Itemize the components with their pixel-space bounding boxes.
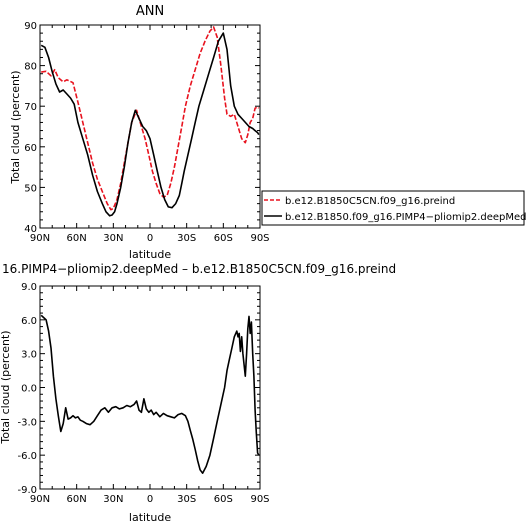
bottom-chart-panel: 16.PIMP4−pliomip2.deepMed – b.e12.B1850C… [0,262,396,524]
top-x-axis: 90N 60N 30N 0 30S 60S 90S [30,25,270,244]
bottom-x-tick-label: 30S [177,494,196,505]
bottom-y-tick-label: 6.0 [21,316,37,327]
top-x-tick-label: 30N [103,233,123,244]
top-x-tick-label: 30S [177,233,196,244]
legend-label-deepmed: b.e12.B1850.f09_g16.PIMP4−pliomip2.deepM… [285,212,527,223]
bottom-x-axis-label: latitude [129,511,171,524]
top-x-axis-label: latitude [129,248,171,261]
top-series-group [40,26,260,217]
top-x-tick-label: 90S [250,233,269,244]
bottom-y-axis-label: Total cloud (percent) [0,330,12,444]
top-chart-panel: ANN 40 50 60 70 80 90 90N 60N 30N 0 30S 60S 90S lat… [9,4,270,261]
top-y-tick-label: 90 [24,21,37,32]
bottom-y-tick-label: -9.0 [17,485,37,496]
top-x-tick-label: 90N [30,233,50,244]
top-series-line-1 [40,32,260,217]
top-y-axis-label: Total cloud (percent) [9,70,22,184]
bottom-y-tick-label: 3.0 [21,350,37,361]
bottom-x-axis: 90N 60N 30N 0 30S 60S 90S [30,286,270,505]
bottom-x-tick-label: 90N [30,494,50,505]
top-x-tick-label: 0 [147,233,153,244]
top-y-tick-label: 50 [24,183,37,194]
bottom-x-tick-label: 30N [103,494,123,505]
top-x-tick-label: 60S [214,233,233,244]
top-y-tick-label: 70 [24,102,37,113]
top-y-axis: 40 50 60 70 80 90 [24,21,260,235]
top-y-tick-label: 80 [24,62,37,73]
bottom-series-line-0 [40,314,260,475]
top-chart-title: ANN [136,4,164,19]
bottom-y-tick-label: -3.0 [17,417,37,428]
legend: b.e12.B1850C5CN.f09_g16.preind b.e12.B18… [261,190,527,226]
bottom-y-axis: -9.0 -6.0 -3.0 0.0 3.0 6.0 9.0 [17,282,260,496]
top-y-tick-label: 40 [24,224,37,235]
bottom-chart-title: 16.PIMP4−pliomip2.deepMed – b.e12.B1850C… [2,262,396,276]
bottom-plot-frame [39,285,261,490]
bottom-x-tick-label: 0 [147,494,153,505]
top-x-tick-label: 60N [67,233,87,244]
bottom-y-tick-label: -6.0 [17,451,37,462]
legend-label-preind: b.e12.B1850C5CN.f09_g16.preind [285,196,455,207]
top-y-tick-label: 60 [24,143,37,154]
bottom-x-tick-label: 90S [250,494,269,505]
bottom-y-tick-label: 9.0 [21,282,37,293]
bottom-x-tick-label: 60S [214,494,233,505]
top-series-line-0 [41,26,260,211]
bottom-x-tick-label: 60N [67,494,87,505]
legend-box [261,190,525,226]
bottom-y-tick-label: 0.0 [21,384,37,395]
bottom-series-group [40,314,260,475]
